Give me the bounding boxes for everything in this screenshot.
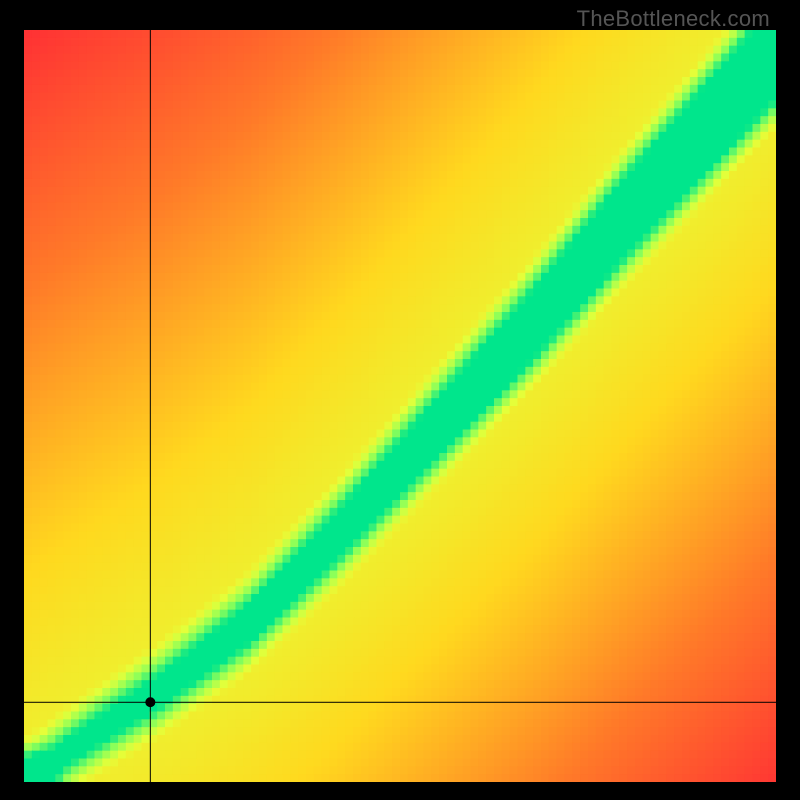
heatmap-canvas xyxy=(24,30,776,782)
watermark-text: TheBottleneck.com xyxy=(577,6,770,32)
bottleneck-heatmap xyxy=(24,30,776,782)
